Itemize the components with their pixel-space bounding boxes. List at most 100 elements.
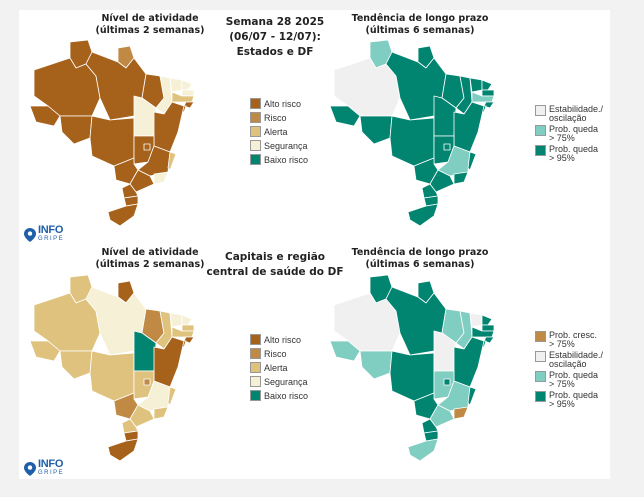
legend-label: Segurança <box>264 140 308 151</box>
legend-swatch <box>535 351 546 362</box>
region-pr <box>421 183 439 199</box>
region-es <box>167 386 177 406</box>
legend-item: Estabilidade./ oscilação <box>535 105 603 123</box>
legend-item: Prob. queda > 75% <box>535 371 603 389</box>
map-capitals-trend <box>329 274 495 462</box>
legend-label: Prob. cresc. > 75% <box>549 330 598 349</box>
region-ce <box>169 312 183 328</box>
legend-label: Baixo risco <box>264 154 309 165</box>
legend-swatch <box>535 391 546 402</box>
legend-item: Baixo risco <box>250 153 308 166</box>
region-ce <box>169 77 183 93</box>
region-mt <box>389 115 435 167</box>
region-es <box>467 151 477 171</box>
region-rn <box>181 314 193 326</box>
region-rs <box>407 203 439 227</box>
legend-label: Alerta <box>264 126 288 137</box>
legend-label: Alerta <box>264 362 288 373</box>
logo-main-text: INFO <box>38 224 64 236</box>
infogripe-logo-top: INFO GRIPE <box>24 224 65 244</box>
region-al <box>183 101 195 109</box>
legend-item: Alto risco <box>250 333 308 346</box>
region-al <box>483 336 495 344</box>
region-pr <box>121 418 139 434</box>
map-states-activity <box>29 39 195 227</box>
logo-sub-text: GRIPE <box>38 236 65 242</box>
legend-item: Prob. queda > 95% <box>535 145 603 163</box>
legend-item: Baixo risco <box>250 389 308 402</box>
region-al <box>183 336 195 344</box>
region-rj <box>453 171 469 185</box>
region-rj <box>453 406 469 420</box>
region-rn <box>181 79 193 91</box>
region-ac <box>329 340 361 362</box>
legend-item: Prob. queda > 75% <box>535 125 603 143</box>
region-rn <box>481 314 493 326</box>
region-pb <box>181 89 195 97</box>
legend-item: Segurança <box>250 375 308 388</box>
location-pin-icon <box>24 228 36 242</box>
logo-sub-text: GRIPE <box>38 470 65 476</box>
region-es <box>167 151 177 171</box>
region-ro <box>359 350 393 380</box>
legend-label: Prob. queda > 75% <box>549 124 599 143</box>
legend-swatch <box>250 376 261 387</box>
legend-item: Alto risco <box>250 97 308 110</box>
region-rs <box>407 438 439 462</box>
legend-swatch <box>250 140 261 151</box>
legend-activity-bottom: Alto risco Risco Alerta Segurança Baixo risc… <box>250 333 308 403</box>
region-ac <box>329 105 361 127</box>
legend-item: Alerta <box>250 361 308 374</box>
legend-swatch <box>535 105 546 116</box>
legend-label: Prob. queda > 95% <box>549 390 599 409</box>
legend-item: Prob. queda > 95% <box>535 391 603 409</box>
legend-label: Risco <box>264 348 287 359</box>
bottom-center-title: Capitais e região central de saúde do DF <box>206 251 344 278</box>
logo-main-text: INFO <box>38 458 64 470</box>
region-rn <box>481 79 493 91</box>
region-pb <box>181 324 195 332</box>
legend-swatch <box>535 125 546 136</box>
legend-swatch <box>250 348 261 359</box>
region-mt <box>389 350 435 402</box>
region-df <box>443 378 451 386</box>
region-pb <box>481 89 495 97</box>
legend-trend-capitals: Prob. cresc. > 75% Estabilidade./ oscilaç… <box>535 331 603 411</box>
legend-swatch <box>535 371 546 382</box>
legend-label: Prob. queda > 75% <box>549 370 599 389</box>
region-ce <box>469 77 483 93</box>
top-center-title: Semana 28 2025 (06/07 - 12/07): Estados … <box>225 16 325 58</box>
region-ro <box>59 115 93 145</box>
legend-label: Baixo risco <box>264 390 309 401</box>
location-pin-icon <box>24 462 36 476</box>
region-ac <box>29 340 61 362</box>
region-ce <box>469 312 483 328</box>
map-states-trend <box>329 39 495 227</box>
map-capitals-activity <box>29 274 195 462</box>
region-mt <box>89 115 135 167</box>
top-right-title: Tendência de longo prazo (últimas 6 sema… <box>351 13 489 36</box>
region-df <box>143 143 151 151</box>
region-pe <box>471 91 495 103</box>
bottom-left-title: Nível de atividade (últimas 2 semanas) <box>95 247 205 270</box>
region-pe <box>171 91 195 103</box>
legend-label: Segurança <box>264 376 308 387</box>
region-pb <box>481 324 495 332</box>
legend-swatch <box>250 98 261 109</box>
region-pe <box>471 326 495 338</box>
region-al <box>483 101 495 109</box>
top-left-title: Nível de atividade (últimas 2 semanas) <box>95 13 205 36</box>
legend-swatch <box>535 145 546 156</box>
legend-swatch <box>535 331 546 342</box>
legend-label: Estabilidade./ oscilação <box>549 350 604 369</box>
legend-swatch <box>250 390 261 401</box>
legend-label: Prob. queda > 95% <box>549 144 599 163</box>
region-mt <box>89 350 135 402</box>
legend-label: Estabilidade./ oscilação <box>549 104 604 123</box>
legend-swatch <box>250 154 261 165</box>
legend-swatch <box>250 126 261 137</box>
legend-label: Alto risco <box>264 98 302 109</box>
legend-item: Risco <box>250 347 308 360</box>
region-ro <box>359 115 393 145</box>
infogripe-logo-bottom: INFO GRIPE <box>24 458 65 478</box>
